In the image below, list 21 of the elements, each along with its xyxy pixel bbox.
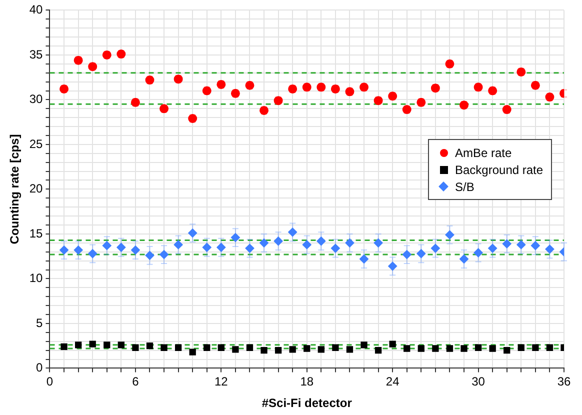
- legend-label: AmBe rate: [455, 146, 512, 160]
- legend-label: Background rate: [455, 162, 544, 177]
- y-tick-label: 30: [29, 92, 44, 106]
- y-axis-title: Counting rate [cps]: [8, 134, 22, 244]
- x-tick-label: 0: [46, 374, 54, 389]
- y-tick-label: 35: [29, 47, 44, 62]
- y-tick-label: 25: [29, 136, 44, 151]
- y-tick-label: 10: [29, 271, 44, 286]
- legend-label: S/B: [455, 180, 474, 194]
- x-tick-label: 36: [557, 374, 571, 389]
- x-tick-label: 12: [214, 374, 228, 389]
- y-tick-label: 0: [36, 360, 44, 375]
- x-tick-label: 30: [472, 374, 486, 389]
- x-tick-label: 24: [386, 374, 400, 389]
- x-axis-title: #Sci-Fi detector: [262, 396, 352, 410]
- y-tick-label: 5: [36, 316, 44, 330]
- x-tick-label: 18: [300, 374, 314, 389]
- x-tick-label: 6: [132, 374, 140, 389]
- y-tick-label: 15: [29, 226, 44, 240]
- y-tick-label: 20: [29, 182, 44, 196]
- y-tick-label: 40: [29, 2, 44, 17]
